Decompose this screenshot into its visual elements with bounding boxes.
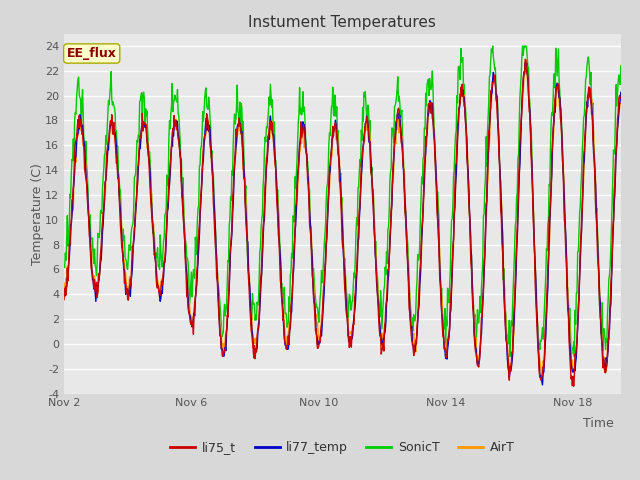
Y-axis label: Temperature (C): Temperature (C) bbox=[31, 163, 44, 264]
Title: Instument Temperatures: Instument Temperatures bbox=[248, 15, 436, 30]
Legend: li75_t, li77_temp, SonicT, AirT: li75_t, li77_temp, SonicT, AirT bbox=[166, 436, 519, 459]
Text: EE_flux: EE_flux bbox=[67, 47, 116, 60]
X-axis label: Time: Time bbox=[583, 417, 614, 430]
